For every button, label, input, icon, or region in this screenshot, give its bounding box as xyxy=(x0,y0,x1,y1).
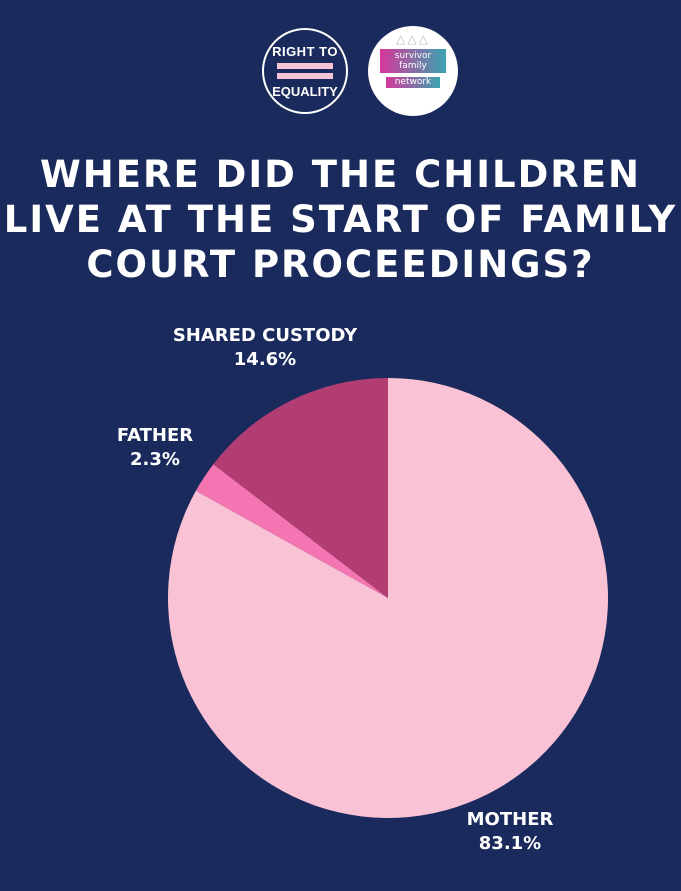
logo-text: RIGHT TO xyxy=(272,44,338,59)
equals-bar xyxy=(277,63,333,69)
equals-bar xyxy=(277,73,333,79)
label-shared-custody: SHARED CUSTODY 14.6% xyxy=(172,325,358,370)
label-mother: MOTHER 83.1% xyxy=(466,809,554,854)
pie-slice-shared-custody xyxy=(213,377,388,598)
right-to-equality-logo: RIGHT TO EQUALITY xyxy=(262,28,348,114)
logo-text: survivor family xyxy=(380,49,446,73)
figures-icon: △△△ xyxy=(396,32,430,46)
pie-slice-father xyxy=(195,464,388,598)
label-father: FATHER 2.3% xyxy=(116,425,194,470)
logo-text: network xyxy=(386,77,440,88)
chart-title: WHERE DID THE CHILDREN LIVE AT THE START… xyxy=(3,153,678,286)
survivor-family-network-logo: △△△ survivor family network xyxy=(368,26,458,116)
logo-text: EQUALITY xyxy=(272,84,338,99)
